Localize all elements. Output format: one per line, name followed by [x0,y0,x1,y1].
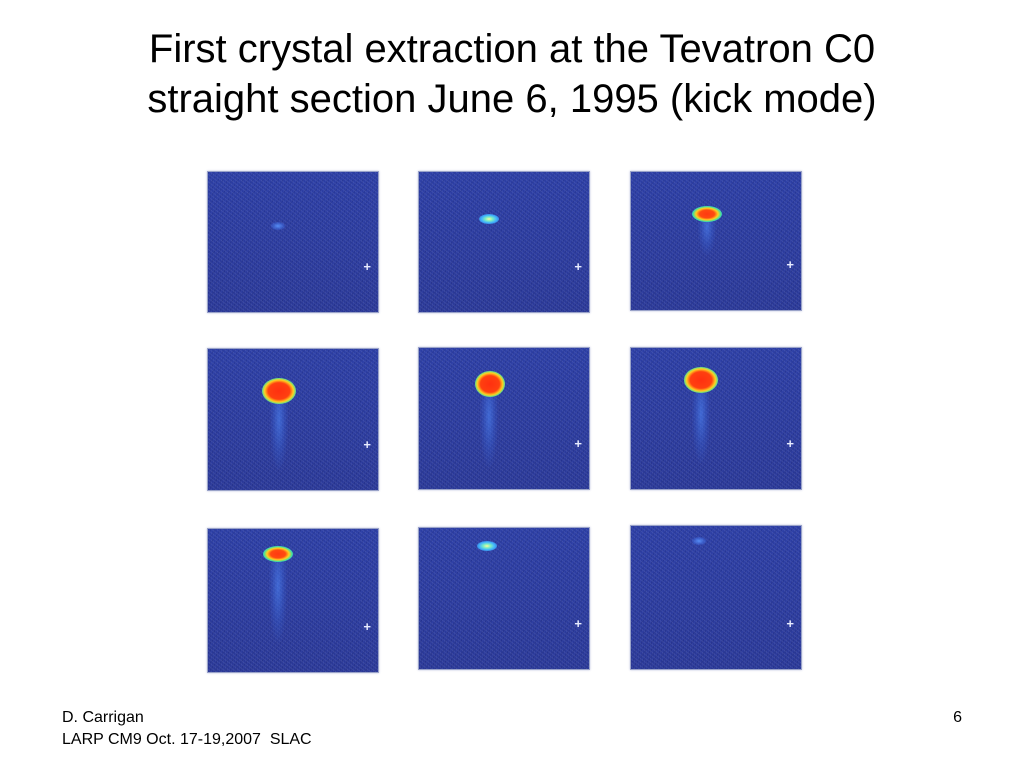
extracted-beam-tail [692,393,710,463]
beam-spot [477,541,497,551]
beam-image-panel: + [418,527,590,670]
slide-footer: D. Carrigan LARP CM9 Oct. 17-19,2007 SLA… [62,707,312,751]
beam-spot [263,546,293,562]
beam-image-panel: + [630,171,802,311]
crosshair-marker: + [786,436,794,451]
extracted-beam-tail [269,562,287,642]
extracted-beam-tail [480,395,498,467]
crosshair-marker: + [786,257,794,272]
beam-spot [479,214,499,224]
crosshair-marker: + [574,616,582,631]
beam-spot [271,222,285,230]
extracted-beam-tail [698,215,716,255]
beam-image-panel: + [207,348,379,491]
beam-spot [475,371,505,397]
slide-title-line-1: First crystal extraction at the Tevatron… [148,27,876,71]
beam-image-panel: + [207,528,379,673]
beam-image-panel: + [418,347,590,490]
beam-spot [684,367,718,393]
extracted-beam-tail [270,398,288,470]
beam-spot [692,537,706,545]
crosshair-marker: + [574,259,582,274]
footer-event: LARP CM9 Oct. 17-19,2007 SLAC [62,731,312,748]
beam-image-panel: + [630,525,802,670]
beam-image-panel: + [207,171,379,313]
crosshair-marker: + [363,259,371,274]
slide-title-line-2: straight section June 6, 1995 (kick mode… [147,77,877,121]
beam-spot [692,206,722,222]
crosshair-marker: + [363,619,371,634]
crosshair-marker: + [786,616,794,631]
slide-title: First crystal extraction at the Tevatron… [0,24,1024,124]
crosshair-marker: + [363,437,371,452]
footer-author: D. Carrigan [62,709,144,726]
crosshair-marker: + [574,436,582,451]
beam-image-panel: + [630,347,802,490]
beam-spot [262,378,296,404]
beam-image-panel: + [418,171,590,313]
page-number: 6 [953,709,962,726]
